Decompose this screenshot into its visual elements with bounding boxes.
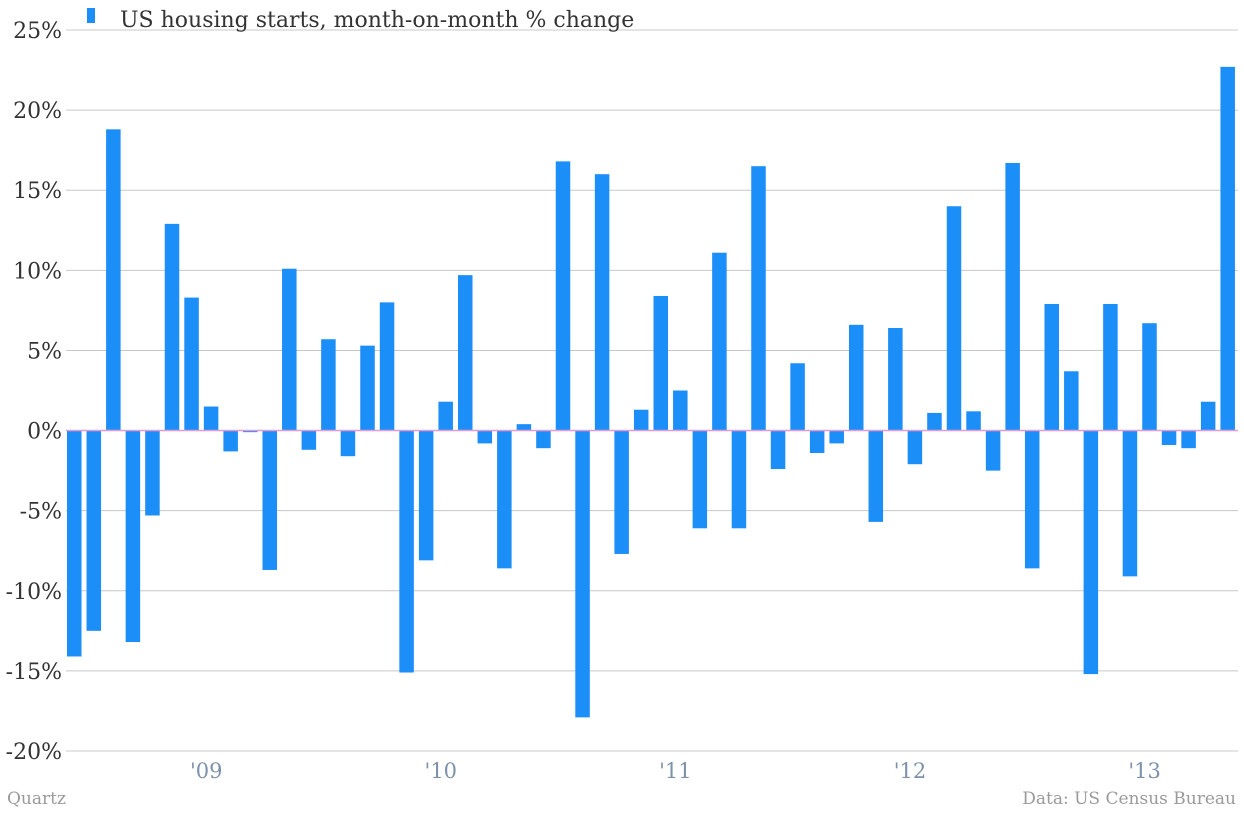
- bar: [360, 345, 375, 431]
- bar: [985, 430, 1001, 471]
- bar: [555, 161, 571, 431]
- bar: [242, 430, 258, 433]
- bar: [849, 324, 864, 431]
- bar: [1161, 430, 1177, 445]
- y-tick-label: -20%: [6, 740, 62, 765]
- x-tick-label: '09: [190, 759, 223, 783]
- bar: [868, 430, 884, 522]
- bar: [516, 424, 532, 431]
- bar: [497, 430, 512, 569]
- bar: [321, 339, 336, 431]
- bar: [125, 430, 141, 643]
- x-tick-label: '13: [1128, 759, 1161, 783]
- bar: [301, 430, 317, 450]
- bar: [653, 295, 668, 431]
- bar: [1083, 430, 1099, 675]
- bar: [575, 430, 590, 718]
- bar: [282, 268, 297, 431]
- bar: [614, 430, 629, 554]
- bar: [1220, 66, 1235, 431]
- bar: [458, 275, 473, 431]
- bar: [946, 206, 962, 431]
- bar: [379, 302, 395, 431]
- x-axis-tick-labels: '09 '10 '11 '12 '13: [190, 759, 1161, 783]
- gridlines: [66, 29, 1238, 752]
- bars: [67, 66, 1235, 718]
- bar: [731, 430, 747, 529]
- bar: [399, 430, 414, 673]
- bar: [86, 430, 102, 631]
- x-tick-label: '12: [894, 759, 927, 783]
- y-tick-label: -15%: [6, 660, 62, 685]
- bar: [203, 406, 219, 431]
- y-tick-label: 5%: [27, 339, 62, 364]
- bar: [907, 430, 923, 465]
- bar: [67, 430, 82, 657]
- bar: [1064, 371, 1079, 431]
- bar: [692, 430, 708, 529]
- bar: [927, 412, 942, 431]
- x-tick-label: '11: [659, 759, 692, 783]
- data-source: Data: US Census Bureau: [1022, 789, 1236, 809]
- bar: [673, 390, 688, 431]
- bar: [809, 430, 825, 453]
- legend-label: US housing starts, month-on-month % chan…: [120, 8, 634, 33]
- y-tick-label: -5%: [20, 500, 62, 525]
- y-tick-label: 25%: [13, 19, 62, 44]
- bar: [1200, 401, 1216, 431]
- bar: [1142, 323, 1157, 431]
- bar: [262, 430, 277, 570]
- y-tick-label: 20%: [13, 99, 62, 124]
- x-tick-label: '10: [425, 759, 458, 783]
- y-tick-label: 10%: [13, 259, 62, 284]
- bar: [477, 430, 493, 444]
- bar: [770, 430, 786, 470]
- bar: [829, 430, 844, 444]
- bar: [536, 430, 551, 449]
- bar: [438, 401, 453, 431]
- bar: [633, 409, 649, 431]
- source-credit: Quartz: [7, 789, 66, 809]
- y-tick-label: 0%: [27, 420, 62, 445]
- bar: [106, 129, 121, 431]
- y-tick-label: 15%: [13, 179, 62, 204]
- bar: [712, 252, 727, 431]
- bar: [1044, 303, 1059, 431]
- bar: [594, 174, 610, 431]
- bar: [751, 166, 766, 431]
- bar: [1122, 430, 1138, 577]
- bar: [418, 430, 434, 561]
- y-tick-label: -10%: [6, 580, 62, 605]
- bar: [145, 430, 160, 516]
- bar: [790, 363, 805, 431]
- bar: [1024, 430, 1040, 569]
- bar: [1005, 162, 1020, 431]
- bar: [888, 328, 903, 431]
- bar: [1103, 303, 1118, 431]
- bar: [164, 223, 180, 431]
- legend: US housing starts, month-on-month % chan…: [87, 8, 634, 33]
- bar: [223, 430, 238, 452]
- legend-swatch: [87, 8, 95, 23]
- bar: [1181, 430, 1196, 449]
- y-axis-tick-labels: 25% 20% 15% 10% 5% 0% -5% -10% -15% -20%: [6, 19, 62, 765]
- bar: [966, 411, 981, 431]
- bar: [340, 430, 356, 457]
- bar: [184, 297, 199, 431]
